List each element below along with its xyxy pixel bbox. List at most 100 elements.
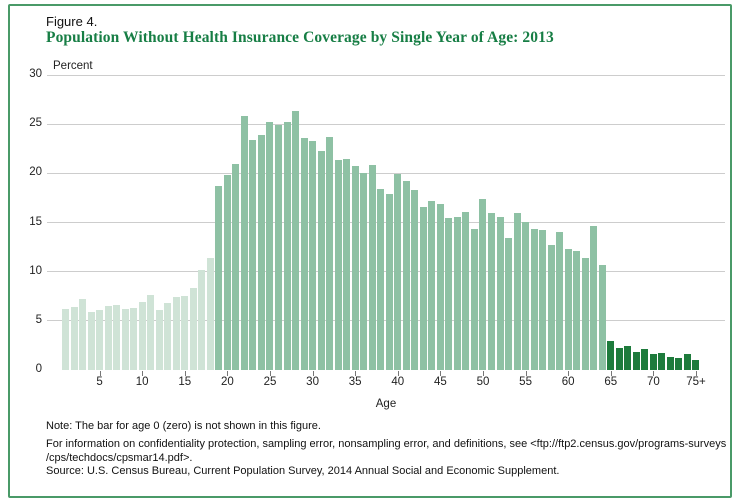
bar-age-14	[172, 297, 180, 370]
bar-age-11	[147, 295, 155, 370]
bar-age-55	[522, 221, 530, 370]
bar-age-72	[666, 357, 674, 370]
bar-age-44	[428, 200, 436, 370]
bar-age-23	[249, 139, 257, 370]
bar-age-18	[206, 257, 214, 370]
bar-age-29	[300, 137, 308, 370]
x-tick-65	[610, 371, 612, 376]
y-tick-label-5: 5	[35, 313, 42, 326]
bar-age-4	[87, 311, 95, 370]
bar-age-15	[181, 296, 189, 370]
gridline-30	[47, 74, 725, 76]
x-tick-label-5: 5	[96, 376, 103, 388]
bar-age-45	[436, 203, 444, 370]
bar-age-13	[164, 303, 172, 370]
x-tick-label-50: 50	[476, 376, 490, 388]
x-tick-label-35: 35	[348, 376, 362, 388]
x-tick-label-45: 45	[433, 376, 447, 388]
x-tick-label-65: 65	[604, 376, 618, 388]
x-tick-40	[397, 371, 399, 376]
footnote-text: For information on confidentiality prote…	[46, 438, 726, 465]
source-text: Source: U.S. Census Bureau, Current Popu…	[46, 465, 560, 477]
x-tick-label-25: 25	[263, 376, 277, 388]
x-tick-30	[312, 371, 314, 376]
x-tick-55	[525, 371, 527, 376]
bar-age-12	[155, 310, 163, 370]
bar-age-59	[556, 232, 564, 370]
bar-age-51	[488, 212, 495, 370]
bar-age-32	[326, 136, 334, 370]
bar-age-22	[240, 116, 248, 370]
bar-age-61	[573, 251, 581, 370]
y-tick-label-20: 20	[29, 166, 42, 179]
bar-age-9	[130, 308, 138, 370]
bar-age-38	[377, 189, 385, 370]
bar-age-43	[419, 206, 427, 370]
bar-age-17	[198, 269, 206, 370]
bar-age-63	[590, 226, 598, 370]
bar-age-71	[658, 353, 666, 370]
y-tick-label-15: 15	[29, 215, 42, 228]
x-tick-60	[568, 371, 570, 376]
bar-age-65	[607, 340, 615, 370]
x-tick-label-55: 55	[519, 376, 532, 388]
x-tick-45	[440, 371, 442, 376]
gridline-25	[47, 123, 725, 125]
bar-age-60	[564, 249, 572, 370]
bar-age-74	[683, 354, 691, 370]
bar-age-21	[232, 164, 240, 370]
bar-age-7	[113, 305, 121, 370]
bar-age-30	[309, 140, 317, 370]
bar-age-35	[351, 166, 359, 370]
bar-age-25	[266, 122, 274, 370]
x-tick-label-40: 40	[391, 376, 405, 388]
x-tick-15	[184, 371, 186, 376]
bar-age-50	[479, 198, 487, 370]
x-tick-label-30: 30	[306, 376, 319, 388]
bar-age-1	[62, 309, 69, 370]
bar-age-33	[334, 159, 342, 370]
bar-age-16	[189, 288, 197, 370]
bar-age-5	[96, 310, 104, 370]
x-tick-25	[269, 371, 271, 376]
bar-age-49	[470, 229, 478, 370]
bar-age-66	[615, 348, 623, 370]
bar-age-19	[215, 186, 223, 370]
x-tick-10	[142, 371, 144, 376]
x-tick-50	[482, 371, 484, 376]
bar-age-70	[649, 354, 657, 370]
x-tick-75+	[695, 371, 697, 376]
y-axis-title: Percent	[53, 60, 93, 72]
x-tick-label-75+: 75+	[686, 376, 706, 388]
x-tick-5	[99, 371, 101, 376]
bar-age-64	[598, 264, 606, 370]
x-tick-20	[227, 371, 229, 376]
footnote-line-1: For information on confidentiality prote…	[46, 438, 727, 450]
bar-age-68	[632, 352, 640, 370]
bar-age-36	[360, 173, 368, 370]
bar-age-2	[70, 307, 78, 370]
bar-age-27	[283, 122, 291, 370]
bar-age-39	[385, 193, 393, 370]
x-tick-35	[355, 371, 357, 376]
bar-age-57	[539, 230, 547, 370]
bar-age-20	[223, 175, 231, 370]
y-tick-label-30: 30	[29, 68, 42, 80]
gridline-20	[47, 172, 725, 174]
bar-age-58	[547, 245, 555, 370]
bar-age-26	[275, 125, 282, 370]
bar-age-42	[411, 190, 419, 370]
y-tick-label-0: 0	[35, 363, 42, 375]
bar-age-67	[624, 346, 632, 370]
figure-number-label: Figure 4.	[46, 14, 98, 29]
figure-border	[8, 4, 732, 498]
x-tick-label-60: 60	[561, 376, 575, 388]
bar-age-3	[79, 299, 87, 370]
bar-age-6	[104, 306, 112, 370]
bar-age-10	[138, 302, 146, 370]
bar-age-62	[581, 257, 589, 370]
x-axis-title: Age	[375, 398, 397, 410]
note-text: Note: The bar for age 0 (zero) is not sh…	[46, 420, 321, 432]
x-tick-label-15: 15	[178, 376, 192, 388]
